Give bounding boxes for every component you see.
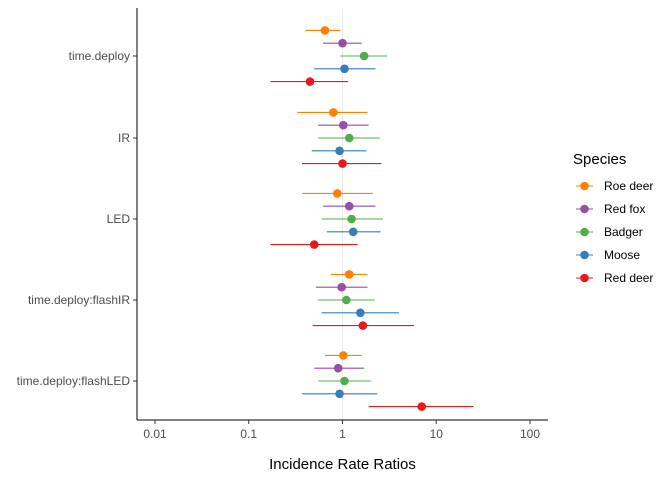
x-tick-label: 0.1 xyxy=(240,427,257,441)
series-roe-deer xyxy=(297,26,373,360)
x-tick-label: 0.01 xyxy=(143,427,167,441)
legend: Species Roe deer Red fox Badger Moose Red de… xyxy=(573,151,653,285)
estimate-point xyxy=(359,51,369,61)
estimate-point xyxy=(338,159,347,168)
legend-key-point xyxy=(580,204,589,214)
series-moose xyxy=(302,64,399,399)
estimate-point xyxy=(337,282,346,292)
y-tick-label: time.deploy:flashLED xyxy=(17,374,131,388)
estimate-point xyxy=(348,227,358,237)
x-tick-label: 100 xyxy=(520,427,540,441)
estimate-point xyxy=(340,376,349,386)
legend-key-point xyxy=(580,250,589,260)
x-axis-ticks: 0.01 0.1 1 10 100 xyxy=(143,420,540,441)
estimate-point xyxy=(347,214,356,224)
estimate-point xyxy=(309,240,319,249)
x-tick-label: 1 xyxy=(339,427,346,441)
legend-item: Badger xyxy=(576,225,643,239)
series-red-fox xyxy=(314,38,376,373)
series-red-deer xyxy=(270,77,474,411)
estimate-point xyxy=(329,108,338,117)
legend-key-point xyxy=(580,273,589,283)
y-tick-label: LED xyxy=(107,212,131,226)
legend-item: Moose xyxy=(576,248,640,262)
y-tick-label: time.deploy:flashIR xyxy=(28,293,130,307)
x-axis-title: Incidence Rate Ratios xyxy=(269,456,416,473)
estimate-point xyxy=(333,363,343,373)
estimate-point xyxy=(339,351,348,360)
legend-key-point xyxy=(580,181,589,191)
estimate-point xyxy=(339,120,348,130)
legend-label: Red fox xyxy=(604,202,645,216)
legend-item: Red deer xyxy=(576,271,653,285)
estimate-point xyxy=(356,308,365,318)
legend-item: Red fox xyxy=(576,202,645,216)
estimate-point xyxy=(332,189,342,198)
estimate-point xyxy=(342,295,351,305)
estimate-point xyxy=(338,38,347,48)
plot-area xyxy=(270,8,474,420)
legend-label: Moose xyxy=(604,248,640,262)
legend-label: Red deer xyxy=(604,271,653,285)
series-badger xyxy=(318,51,388,386)
estimate-point xyxy=(335,389,344,399)
estimate-point xyxy=(344,133,354,143)
legend-title: Species xyxy=(573,151,626,168)
y-tick-label: IR xyxy=(118,131,130,145)
x-tick-label: 10 xyxy=(430,427,444,441)
legend-label: Badger xyxy=(604,225,643,239)
estimate-point xyxy=(417,402,427,411)
legend-key-point xyxy=(580,227,589,237)
estimate-point xyxy=(344,201,354,211)
y-tick-label: time.deploy xyxy=(69,49,130,63)
y-axis-ticks: time.deploy IR LED time.deploy:flashIR time.… xyxy=(17,49,137,388)
legend-item: Roe deer xyxy=(576,179,653,193)
estimate-point xyxy=(320,26,330,35)
estimate-point xyxy=(340,64,349,74)
legend-label: Roe deer xyxy=(604,179,653,193)
estimate-point xyxy=(335,146,344,156)
estimate-point xyxy=(344,270,354,279)
estimate-point xyxy=(358,321,368,330)
estimate-point xyxy=(305,77,315,86)
